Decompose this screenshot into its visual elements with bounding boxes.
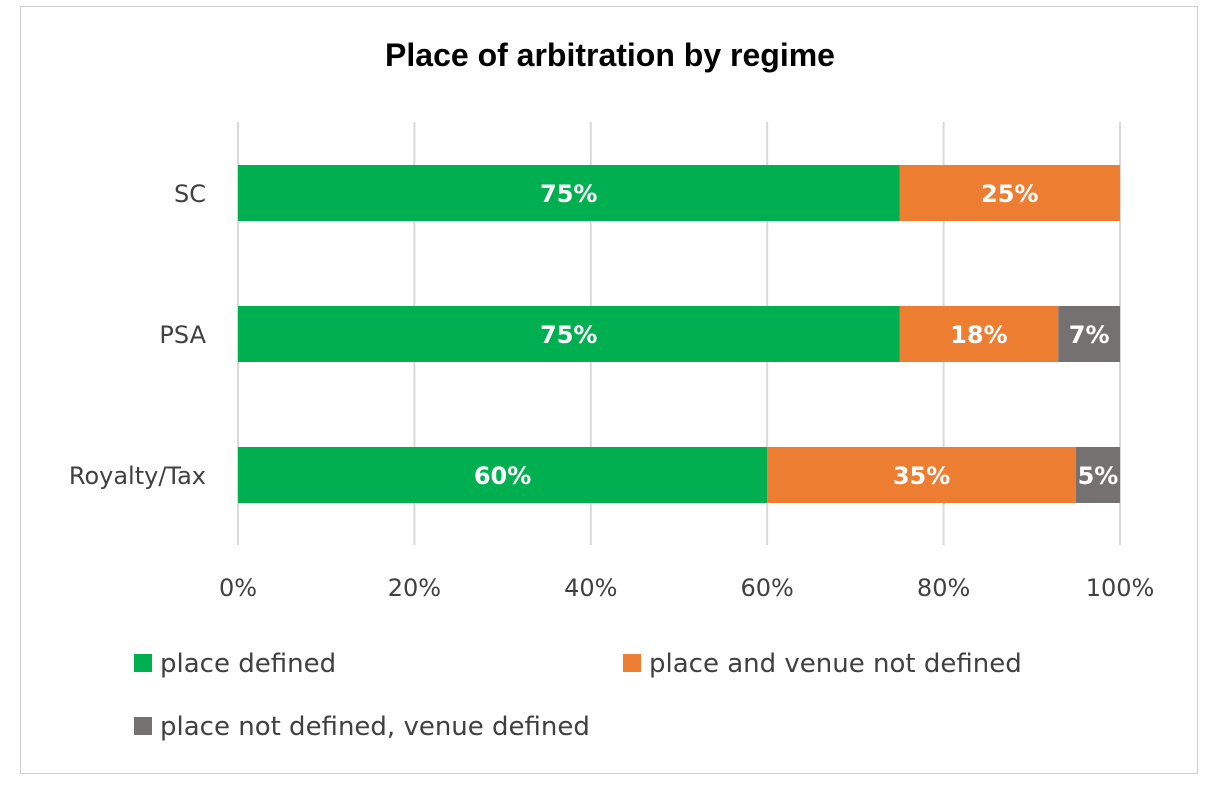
data-label-0-1: 25% xyxy=(981,180,1038,208)
data-label-2-0: 60% xyxy=(474,462,531,490)
data-label-1-2: 7% xyxy=(1069,321,1110,349)
data-label-2-2: 5% xyxy=(1078,462,1119,490)
x-tick-labels: 0% 20% 40% 60% 80% 100% xyxy=(219,574,1154,602)
bar-2-1 xyxy=(767,447,1076,503)
bar-1-0 xyxy=(238,306,900,362)
legend-swatch-2 xyxy=(134,717,152,735)
x-tick-label-5: 100% xyxy=(1086,574,1155,602)
x-tick-label-3: 60% xyxy=(741,574,794,602)
x-tick-label-1: 20% xyxy=(388,574,441,602)
bar-2-2 xyxy=(1075,447,1120,503)
chart-frame xyxy=(20,6,1198,774)
legend-label-1: place and venue not defined xyxy=(649,649,1022,679)
chart-title: Place of arbitration by regime xyxy=(385,37,835,73)
x-tick-label-4: 80% xyxy=(917,574,970,602)
bar-0-0 xyxy=(238,165,900,221)
bars xyxy=(238,165,1120,503)
legend-label-0: place defined xyxy=(160,649,336,679)
data-label-2-1: 35% xyxy=(893,462,950,490)
bar-2-0 xyxy=(238,447,768,503)
legend-label-2: place not defined, venue defined xyxy=(160,712,590,742)
category-labels: SC PSA Royalty/Tax xyxy=(69,180,207,490)
category-label-1: PSA xyxy=(159,321,206,349)
data-label-1-0: 75% xyxy=(540,321,597,349)
bar-0-1 xyxy=(899,165,1120,221)
bar-1-2 xyxy=(1058,306,1120,362)
legend-swatch-0 xyxy=(134,654,152,672)
data-label-0-0: 75% xyxy=(540,180,597,208)
data-label-1-1: 18% xyxy=(950,321,1007,349)
x-tick-label-0: 0% xyxy=(219,574,257,602)
data-labels: 75% 25% 75% 18% 7% 60% 35% 5% xyxy=(474,180,1118,490)
x-tick-label-2: 40% xyxy=(564,574,617,602)
bar-1-1 xyxy=(899,306,1059,362)
legend-swatch-1 xyxy=(623,654,641,672)
category-label-0: SC xyxy=(174,180,206,208)
legend: place defined place and venue not defined… xyxy=(134,649,1022,742)
category-label-2: Royalty/Tax xyxy=(69,462,206,490)
